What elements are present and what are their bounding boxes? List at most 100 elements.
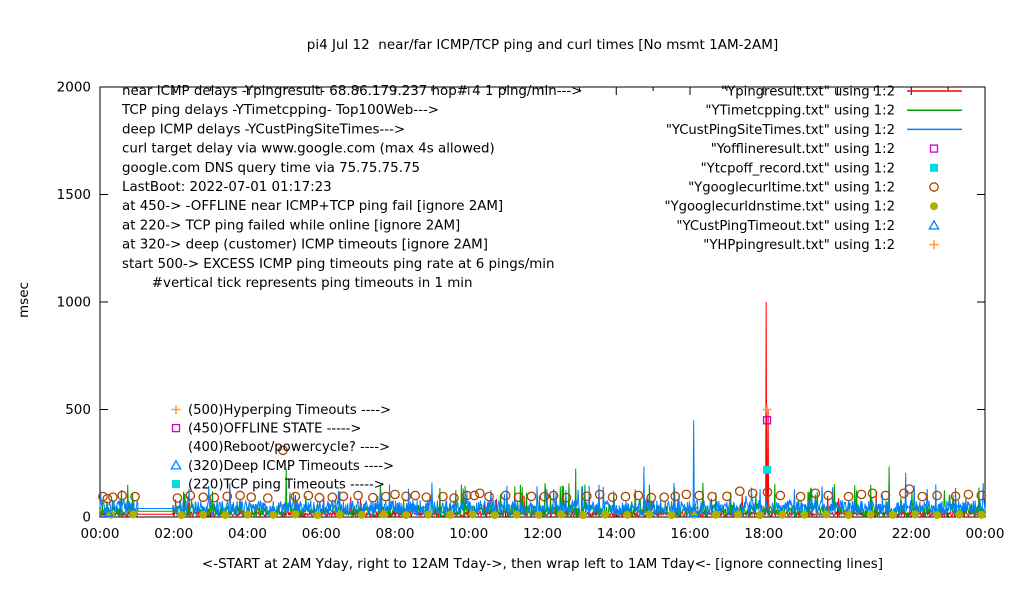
info-line-6: at 450-> -OFFLINE near ICMP+TCP ping fai… (122, 199, 503, 214)
point-curl-time (795, 491, 806, 502)
point-curl-time (775, 490, 786, 501)
point-curl-time (561, 492, 572, 503)
x-tick-label: 14:00 (597, 526, 636, 542)
point-curl-dns (955, 510, 964, 519)
point-curl-time (421, 492, 432, 503)
legend-label-deep-icmp: "YCustPingSiteTimes.txt" using 1:2 (666, 123, 895, 138)
point-curl-time (899, 488, 909, 499)
level-plus-icon (171, 404, 181, 415)
point-curl-time (823, 490, 834, 501)
point-curl-time (98, 491, 108, 502)
point-curl-time (548, 490, 559, 501)
point-curl-time (620, 491, 631, 502)
x-tick-label: 00:00 (81, 526, 120, 542)
x-tick-label: 08:00 (376, 526, 415, 542)
point-curl-dns (579, 511, 588, 520)
info-line-4: google.com DNS query time via 75.75.75.7… (122, 161, 420, 176)
legend-label-tcpoff: "Ytcpoff_record.txt" using 1:2 (701, 161, 895, 176)
point-curl-dns (977, 510, 986, 519)
point-curl-dns (645, 510, 654, 519)
x-tick-label: 06:00 (302, 526, 341, 542)
point-curl-time (762, 487, 773, 498)
legend-square-open-icon (929, 144, 939, 153)
x-tick-label: 18:00 (744, 526, 783, 542)
point-curl-time (694, 490, 705, 501)
x-tick-label: 00:00 (966, 526, 1005, 542)
point-curl-time (209, 492, 220, 503)
point-curl-time (327, 492, 338, 503)
x-tick-label: 12:00 (523, 526, 562, 542)
point-curl-time (513, 492, 524, 503)
point-cust-ping-timeout (102, 506, 114, 517)
point-curl-dns (446, 510, 455, 519)
level-annotation-3: (320)Deep ICMP Timeouts ----> (188, 459, 394, 474)
point-curl-dns (910, 510, 919, 519)
point-curl-time (659, 492, 670, 503)
point-curl-dns (866, 510, 875, 519)
x-tick-label: 02:00 (154, 526, 193, 542)
y-tick-label: 500 (65, 402, 91, 418)
point-curl-dns (243, 510, 252, 519)
point-curl-time (722, 491, 732, 502)
point-curl-time (646, 492, 657, 503)
info-line-8: at 320-> deep (customer) ICMP timeouts [… (122, 238, 488, 253)
info-line-1: TCP ping delays -YTimetcpping- Top100Web… (121, 103, 439, 118)
x-tick-label: 10:00 (449, 526, 488, 542)
x-axis-label: <-START at 2AM Yday, right to 12AM Tday-… (201, 556, 884, 572)
point-curl-dns (756, 511, 765, 520)
info-line-9: start 500-> EXCESS ICMP ping timeouts pi… (122, 257, 554, 272)
point-curl-dns (468, 510, 477, 519)
point-curl-time (469, 490, 480, 501)
legend-label-tcp-ping: "YTimetcpping.txt" using 1:2 (705, 104, 895, 119)
legend-square-filled-icon (930, 163, 938, 172)
point-curl-dns (534, 510, 543, 519)
point-curl-dns (490, 511, 499, 520)
point-offline (762, 416, 772, 425)
point-tcpoff (763, 465, 772, 474)
legend-triangle-open-icon (928, 219, 940, 230)
point-curl-dns (221, 511, 230, 520)
point-curl-time (353, 490, 363, 501)
point-curl-dns (888, 510, 897, 519)
point-curl-time (880, 490, 891, 501)
point-curl-time (670, 491, 681, 502)
point-curl-time (438, 491, 448, 502)
point-curl-dns (933, 511, 942, 520)
point-curl-time (707, 491, 717, 502)
point-curl-dns (733, 510, 742, 519)
level-square-open-icon (171, 423, 181, 433)
point-curl-time (108, 492, 118, 503)
point-curl-dns (129, 510, 138, 519)
point-curl-dns (800, 510, 809, 519)
point-curl-time (932, 490, 942, 501)
point-curl-time (390, 489, 400, 500)
point-curl-time (222, 491, 233, 502)
x-tick-label: 22:00 (892, 526, 931, 542)
point-curl-time (314, 492, 325, 503)
point-curl-dns (778, 510, 787, 519)
point-curl-time (843, 491, 854, 502)
point-hp-ping (762, 404, 772, 415)
level-annotation-0: (500)Hyperping Timeouts ----> (188, 403, 391, 418)
point-curl-dns (402, 511, 411, 520)
point-curl-dns (822, 510, 831, 519)
point-curl-time (607, 492, 618, 503)
legend-label-curl-dns: "Ygooglecurldnstime.txt" using 1:2 (665, 200, 896, 215)
point-curl-time (500, 490, 511, 501)
point-curl-time (976, 490, 987, 501)
x-tick-label: 04:00 (228, 526, 267, 542)
legend-label-cust-ping-timeout: "YCustPingTimeout.txt" using 1:2 (676, 219, 895, 234)
legend-circle-open-icon (929, 182, 939, 192)
point-curl-time (338, 491, 349, 502)
info-line-5: LastBoot: 2022-07-01 01:17:23 (122, 180, 332, 195)
point-curl-time (185, 490, 196, 501)
point-curl-time (681, 489, 692, 500)
legend-circle-filled-icon (930, 202, 938, 211)
y-tick-label: 0 (82, 510, 91, 526)
point-curl-time (449, 493, 459, 503)
point-curl-time (246, 492, 257, 503)
point-curl-time (810, 488, 821, 499)
point-curl-dns (512, 510, 521, 519)
